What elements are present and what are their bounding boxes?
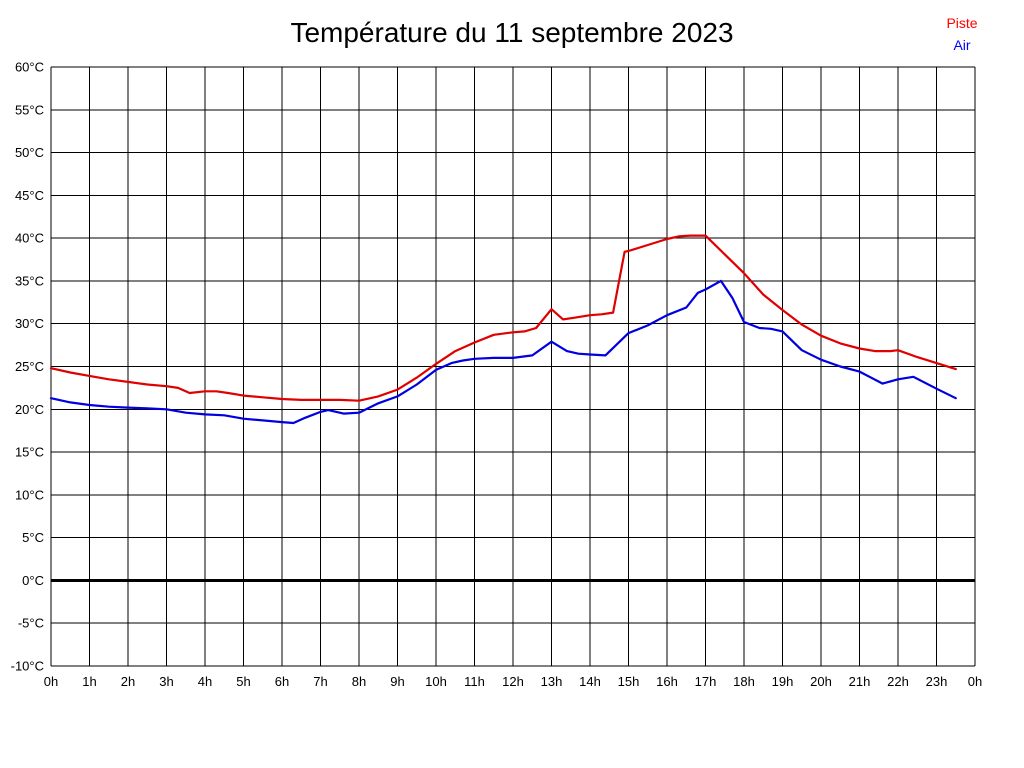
y-tick-label: 60°C [15,60,44,75]
y-tick-label: 20°C [15,402,44,417]
x-tick-label: 12h [502,674,524,689]
x-tick-label: 0h [968,674,982,689]
x-tick-label: 8h [352,674,366,689]
x-tick-label: 4h [198,674,212,689]
x-tick-label: 7h [313,674,327,689]
x-tick-label: 19h [772,674,794,689]
x-tick-label: 22h [887,674,909,689]
y-tick-label: 55°C [15,102,44,117]
x-tick-label: 11h [464,674,485,689]
x-tick-label: 14h [579,674,601,689]
y-tick-label: 25°C [15,359,44,374]
x-tick-label: 23h [926,674,948,689]
y-tick-label: -10°C [11,659,44,674]
x-tick-label: 5h [236,674,250,689]
series-line-air [49,279,957,425]
x-tick-label: 18h [733,674,755,689]
x-tick-label: 0h [44,674,58,689]
y-tick-label: 35°C [15,273,44,288]
x-tick-label: 20h [810,674,832,689]
legend-label-air: Air [953,37,971,53]
y-tick-label: 10°C [15,487,44,502]
x-tick-label: 6h [275,674,289,689]
y-tick-label: 40°C [15,231,44,246]
y-tick-label: 15°C [15,445,44,460]
x-tick-label: 13h [541,674,563,689]
x-tick-label: 2h [121,674,135,689]
y-tick-label: 5°C [22,530,44,545]
y-tick-label: 30°C [15,316,44,331]
chart-title: Température du 11 septembre 2023 [290,17,734,48]
y-tick-label: 45°C [15,188,44,203]
x-tick-label: 17h [695,674,717,689]
y-tick-label: 0°C [22,573,44,588]
y-tick-label: 50°C [15,145,44,160]
x-tick-label: 16h [656,674,678,689]
x-tick-label: 15h [618,674,640,689]
x-tick-label: 9h [390,674,404,689]
legend-label-piste: Piste [946,15,978,31]
series-line-piste [49,234,957,402]
x-tick-label: 3h [159,674,173,689]
x-tick-label: 1h [82,674,96,689]
chart-legend: Piste Air [930,12,994,56]
x-tick-label: 21h [849,674,871,689]
y-tick-label: -5°C [18,616,44,631]
x-tick-label: 10h [425,674,447,689]
